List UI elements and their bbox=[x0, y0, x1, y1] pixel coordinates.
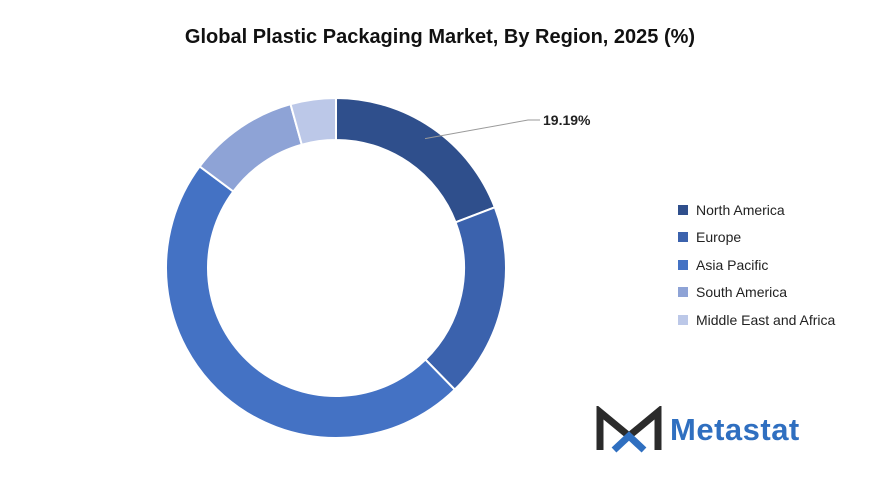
data-label-north-america: 19.19% bbox=[543, 112, 591, 128]
legend-item-asia-pacific: Asia Pacific bbox=[678, 251, 835, 279]
brand-logo: Metastat bbox=[596, 406, 800, 454]
data-label-leader-line bbox=[424, 119, 540, 140]
legend-label: Middle East and Africa bbox=[696, 311, 836, 328]
legend-label: Asia Pacific bbox=[696, 256, 769, 273]
legend-item-north-america: North America bbox=[678, 196, 835, 224]
slice-north-america bbox=[335, 96, 497, 224]
legend-item-middle-east-and-africa: Middle East and Africa bbox=[678, 306, 835, 334]
donut-slices bbox=[165, 96, 507, 439]
legend-label: Europe bbox=[696, 229, 742, 246]
legend-item-europe: Europe bbox=[678, 224, 835, 252]
slice-middle-east-and-africa bbox=[289, 96, 337, 146]
legend-swatch bbox=[678, 204, 688, 215]
slice-europe bbox=[424, 206, 507, 392]
slice-asia-pacific bbox=[165, 165, 457, 439]
legend-label: North America bbox=[696, 201, 785, 218]
data-labels: 19.19% bbox=[424, 112, 591, 140]
legend-swatch bbox=[678, 287, 688, 298]
legend: North America Europe Asia Pacific South Ame… bbox=[678, 196, 835, 334]
metastat-m-logo-icon bbox=[596, 406, 662, 453]
legend-label: South America bbox=[696, 284, 788, 301]
slice-south-america bbox=[198, 102, 303, 193]
chart-title: Global Plastic Packaging Market, By Regi… bbox=[184, 26, 696, 48]
legend-swatch bbox=[678, 314, 688, 325]
legend-swatch bbox=[678, 259, 688, 270]
legend-item-south-america: South America bbox=[678, 279, 835, 307]
legend-swatch bbox=[678, 232, 688, 243]
brand-name: Metastat bbox=[670, 412, 800, 447]
